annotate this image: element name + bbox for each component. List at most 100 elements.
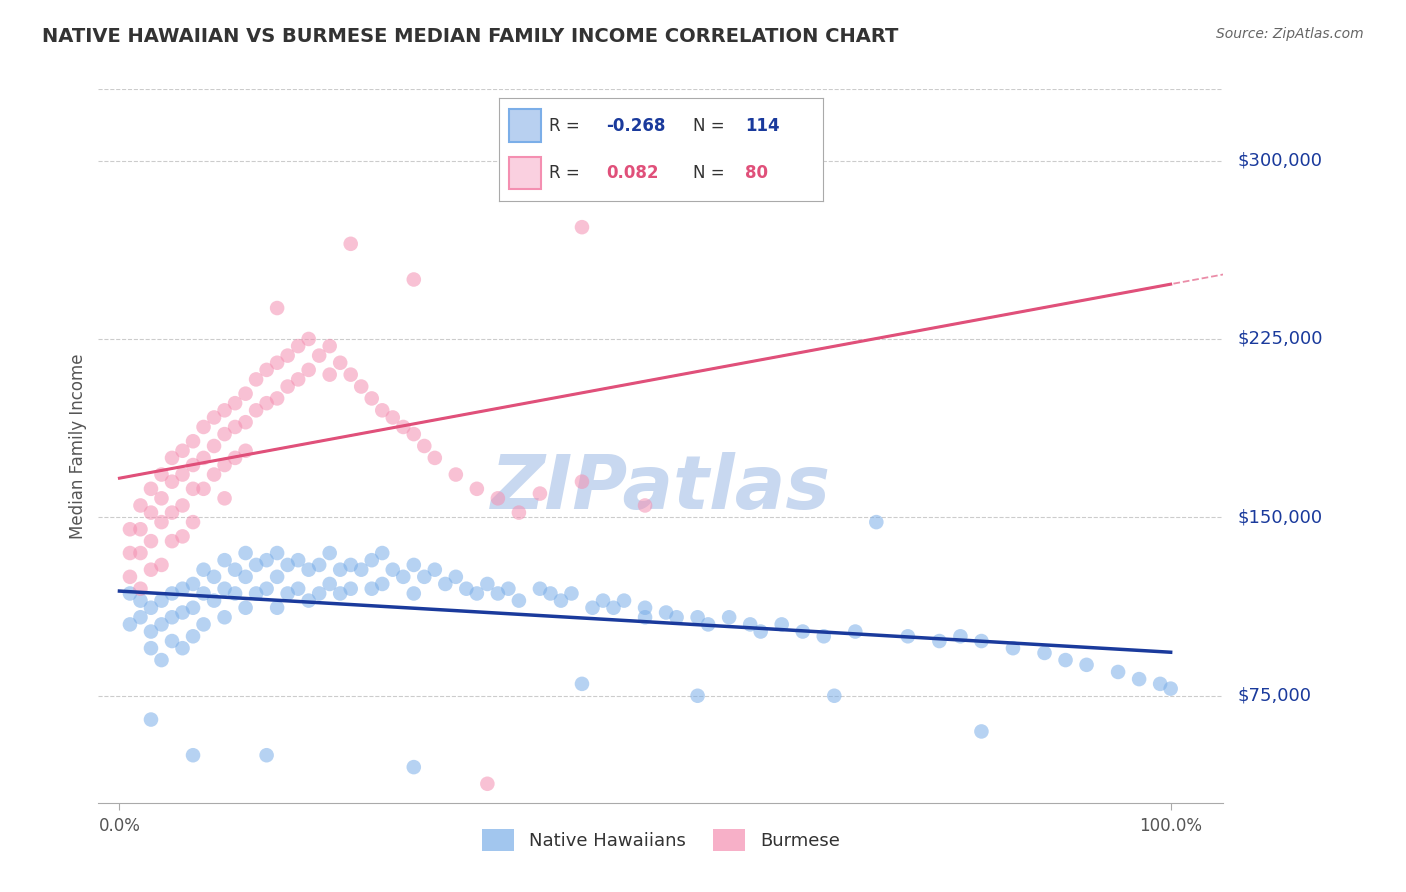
Point xyxy=(266,600,288,615)
Point xyxy=(266,392,288,406)
Point xyxy=(844,624,866,639)
Point xyxy=(1033,646,1056,660)
Point xyxy=(498,582,520,596)
Point xyxy=(266,301,288,315)
Point xyxy=(193,482,215,496)
Point xyxy=(139,624,162,639)
Point xyxy=(181,434,204,449)
Point xyxy=(634,600,657,615)
Point xyxy=(477,577,499,591)
Point xyxy=(214,582,236,596)
Point xyxy=(423,563,446,577)
Point xyxy=(235,600,257,615)
Point xyxy=(287,582,309,596)
Point xyxy=(150,593,173,607)
Point xyxy=(465,586,488,600)
Point xyxy=(560,586,582,600)
Point xyxy=(1054,653,1077,667)
Point xyxy=(129,582,152,596)
Text: NATIVE HAWAIIAN VS BURMESE MEDIAN FAMILY INCOME CORRELATION CHART: NATIVE HAWAIIAN VS BURMESE MEDIAN FAMILY… xyxy=(42,27,898,45)
Point xyxy=(318,577,340,591)
Point xyxy=(697,617,720,632)
Point xyxy=(655,606,678,620)
Point xyxy=(150,653,173,667)
Point xyxy=(266,356,288,370)
Point xyxy=(118,617,141,632)
Point xyxy=(1076,657,1098,672)
Point xyxy=(214,403,236,417)
Point xyxy=(360,582,382,596)
Point xyxy=(339,368,361,382)
Point xyxy=(571,677,593,691)
Point xyxy=(139,563,162,577)
Point xyxy=(202,593,225,607)
Point xyxy=(193,450,215,465)
Point xyxy=(172,467,194,482)
Point xyxy=(381,410,404,425)
Point xyxy=(381,563,404,577)
Point xyxy=(571,475,593,489)
Text: $300,000: $300,000 xyxy=(1237,152,1322,169)
Point xyxy=(129,499,152,513)
Point xyxy=(150,467,173,482)
Point xyxy=(277,349,299,363)
Point xyxy=(181,458,204,472)
Point xyxy=(308,558,330,572)
Point xyxy=(172,443,194,458)
Y-axis label: Median Family Income: Median Family Income xyxy=(69,353,87,539)
Point xyxy=(193,563,215,577)
Point xyxy=(360,392,382,406)
Point xyxy=(823,689,845,703)
Point xyxy=(214,427,236,442)
Point xyxy=(129,593,152,607)
Point xyxy=(1160,681,1182,696)
Point xyxy=(118,586,141,600)
Text: R =: R = xyxy=(550,117,581,135)
Point xyxy=(402,272,425,286)
Point xyxy=(402,558,425,572)
Point xyxy=(235,570,257,584)
Point xyxy=(770,617,793,632)
Point xyxy=(172,499,194,513)
Point xyxy=(1128,672,1150,686)
Point xyxy=(813,629,835,643)
Point xyxy=(529,486,551,500)
Point xyxy=(287,553,309,567)
Point xyxy=(139,534,162,549)
Point xyxy=(150,617,173,632)
Point xyxy=(444,467,467,482)
Point xyxy=(172,529,194,543)
Point xyxy=(970,724,993,739)
Point xyxy=(193,586,215,600)
Point xyxy=(256,363,278,377)
Point xyxy=(245,403,267,417)
Point xyxy=(318,339,340,353)
Point xyxy=(298,563,321,577)
Point xyxy=(529,582,551,596)
Point xyxy=(277,586,299,600)
Point xyxy=(139,600,162,615)
Point xyxy=(686,689,709,703)
Point xyxy=(160,534,183,549)
Point xyxy=(592,593,614,607)
Point xyxy=(139,713,162,727)
Point xyxy=(444,570,467,584)
Point xyxy=(329,356,352,370)
Point xyxy=(160,586,183,600)
Point xyxy=(298,363,321,377)
Point xyxy=(477,777,499,791)
Point xyxy=(413,570,436,584)
Point xyxy=(508,593,530,607)
Point xyxy=(928,634,950,648)
Point xyxy=(339,558,361,572)
Point xyxy=(392,570,415,584)
Point xyxy=(129,546,152,560)
Text: $150,000: $150,000 xyxy=(1237,508,1322,526)
Point xyxy=(118,570,141,584)
Point xyxy=(256,396,278,410)
Point xyxy=(160,506,183,520)
Point xyxy=(740,617,762,632)
Point xyxy=(298,593,321,607)
Point xyxy=(1107,665,1129,679)
Point xyxy=(160,450,183,465)
